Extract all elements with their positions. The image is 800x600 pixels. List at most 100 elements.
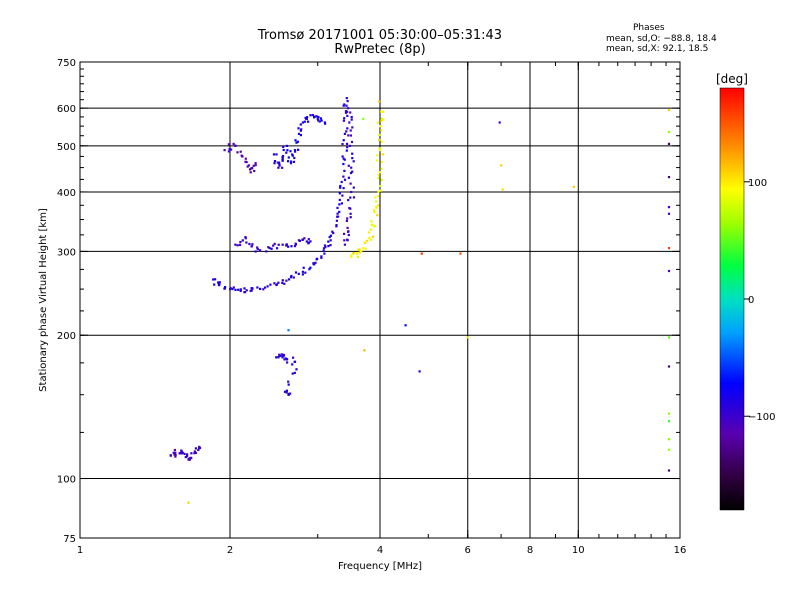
trace-point bbox=[218, 283, 221, 286]
trace-point bbox=[251, 287, 254, 290]
trace-point bbox=[377, 174, 380, 177]
trace-point bbox=[194, 451, 197, 454]
trace-point bbox=[343, 239, 346, 242]
trace-point bbox=[349, 196, 352, 199]
trace-point bbox=[335, 224, 338, 227]
trace-point bbox=[245, 289, 248, 292]
y-tick-label: 75 bbox=[63, 534, 76, 545]
trace-point bbox=[297, 148, 300, 151]
trace-point bbox=[284, 357, 287, 360]
trace-point bbox=[351, 152, 354, 155]
trace-point bbox=[231, 287, 234, 291]
trace-point bbox=[342, 187, 345, 190]
trace-point bbox=[346, 100, 349, 103]
trace-point bbox=[227, 150, 230, 153]
trace-point bbox=[377, 194, 380, 198]
trace-point bbox=[293, 371, 296, 374]
trace-point bbox=[287, 380, 290, 383]
trace-point bbox=[351, 170, 354, 173]
trace-point bbox=[360, 249, 363, 253]
trace-point bbox=[373, 211, 376, 214]
trace-point bbox=[323, 252, 326, 255]
trace-point bbox=[174, 453, 177, 457]
trace-point bbox=[347, 199, 350, 202]
trace-point bbox=[278, 161, 281, 164]
trace-point bbox=[350, 140, 354, 144]
scatter-point bbox=[667, 336, 671, 339]
trace-point bbox=[183, 452, 186, 455]
trace-point bbox=[281, 281, 284, 284]
trace-point bbox=[190, 452, 193, 455]
scatter-point bbox=[667, 176, 671, 179]
trace-point bbox=[342, 157, 345, 160]
trace-point bbox=[347, 233, 350, 237]
trace-point bbox=[380, 110, 383, 113]
trace-point bbox=[295, 368, 298, 371]
trace-point bbox=[178, 452, 181, 455]
trace-point bbox=[293, 360, 297, 363]
trace-point bbox=[194, 447, 197, 450]
scatter-point bbox=[667, 130, 671, 133]
x-tick-label: 2 bbox=[227, 545, 233, 556]
trace-point bbox=[350, 118, 353, 121]
trace-point bbox=[289, 276, 293, 279]
trace-point bbox=[377, 204, 380, 207]
x-tick-label: 1 bbox=[77, 545, 83, 556]
trace-point bbox=[297, 127, 300, 130]
trace-point bbox=[327, 245, 330, 248]
trace-point bbox=[373, 225, 376, 228]
trace-point bbox=[301, 238, 304, 241]
trace-point bbox=[272, 153, 276, 156]
trace-point bbox=[329, 244, 332, 247]
trace-point bbox=[254, 164, 257, 167]
trace-point bbox=[338, 192, 341, 195]
trace-point bbox=[291, 363, 294, 366]
trace-point bbox=[349, 212, 352, 215]
trace-point bbox=[351, 126, 354, 129]
trace-point bbox=[273, 242, 276, 245]
trace-point bbox=[174, 451, 177, 454]
trace-point bbox=[358, 251, 362, 254]
trace-point bbox=[241, 155, 244, 158]
trace-point bbox=[212, 278, 215, 281]
trace-point bbox=[357, 248, 360, 251]
trace-point bbox=[272, 244, 275, 247]
trace-point bbox=[169, 454, 172, 457]
trace-point bbox=[341, 194, 344, 197]
trace-point bbox=[342, 104, 345, 107]
trace-point bbox=[244, 291, 247, 294]
trace-point bbox=[367, 231, 371, 234]
trace-point bbox=[234, 288, 237, 291]
trace-point bbox=[224, 286, 227, 289]
trace-point bbox=[336, 215, 339, 218]
trace-point bbox=[345, 219, 348, 222]
trace-point bbox=[230, 148, 233, 151]
trace-point bbox=[276, 161, 279, 164]
trace-point bbox=[301, 270, 304, 273]
scatter-point bbox=[667, 212, 671, 215]
trace-point bbox=[259, 249, 262, 252]
x-tick-label: 4 bbox=[377, 545, 383, 556]
trace-point bbox=[245, 241, 248, 244]
trace-point bbox=[234, 144, 237, 147]
x-axis-title: Frequency [MHz] bbox=[338, 561, 422, 572]
trace-point bbox=[299, 129, 302, 132]
trace-point bbox=[229, 288, 232, 291]
trace-point bbox=[185, 455, 188, 458]
trace-point bbox=[370, 223, 373, 226]
trace-point bbox=[329, 239, 332, 242]
trace-point bbox=[281, 166, 284, 169]
trace-point bbox=[290, 160, 293, 163]
trace-point bbox=[303, 237, 306, 240]
trace-point bbox=[198, 446, 202, 449]
trace-point bbox=[362, 247, 365, 250]
trace-point bbox=[301, 273, 304, 276]
trace-point bbox=[381, 153, 384, 156]
trace-point bbox=[173, 448, 176, 452]
trace-point bbox=[287, 393, 290, 396]
y-tick-label: 200 bbox=[57, 331, 76, 342]
trace-point bbox=[320, 255, 323, 258]
phase-stats-o-mode: mean, sd,O: −88.8, 18.4 bbox=[606, 34, 717, 44]
trace-point bbox=[278, 353, 281, 356]
trace-point bbox=[358, 248, 361, 251]
